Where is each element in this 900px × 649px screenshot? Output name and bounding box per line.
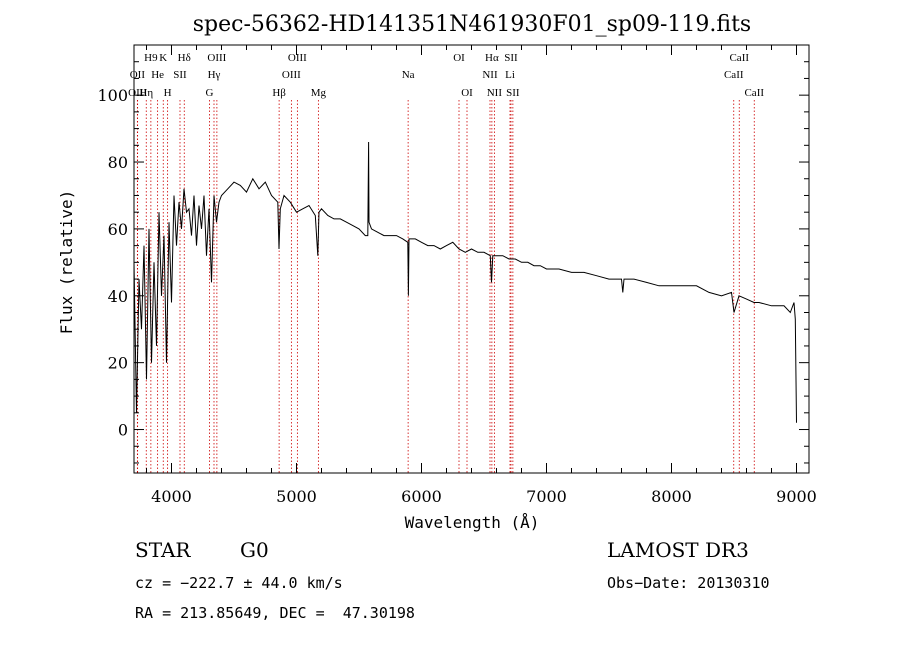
y-tick-label: 40 — [108, 287, 128, 306]
x-tick-label: 4000 — [151, 487, 192, 506]
line-label-He: He — [151, 69, 164, 81]
redshift-cz: cz = −222.7 ± 44.0 km/s — [135, 574, 343, 592]
line-label-OIII-4363: OIII — [207, 52, 226, 64]
line-label-G: G — [206, 87, 214, 99]
x-tick-label: 6000 — [401, 487, 442, 506]
line-label-OIII-5007: OIII — [288, 52, 307, 64]
line-label-Mg: Mg — [311, 87, 327, 99]
line-label-NII-6583: NII — [487, 87, 503, 99]
line-label-K: K — [159, 52, 167, 64]
line-label-CaII-8542: CaII — [729, 52, 749, 64]
spectrum-series — [133, 141, 797, 423]
line-label-SII-6716: SII — [504, 52, 518, 64]
line-label-H9: H9 — [144, 52, 158, 64]
spectrum-chart: spec-56362-HD141351N461930F01_sp09-119.f… — [57, 12, 817, 532]
x-tick-label: 7000 — [526, 487, 567, 506]
y-tick-label: 60 — [108, 220, 128, 239]
y-axis: 0 20 40 60 80 100 — [97, 61, 809, 464]
series-line-spectrum — [133, 141, 797, 423]
line-label-OIII-3727b: OIII — [128, 87, 147, 99]
line-label-CaII-8498: CaII — [724, 69, 744, 81]
x-axis: 4000 5000 6000 7000 8000 9000 — [146, 45, 817, 506]
y-tick-label: 20 — [108, 354, 128, 373]
survey-name: LAMOST DR3 — [607, 538, 749, 562]
line-label-H: H — [164, 87, 172, 99]
observation-date: Obs−Date: 20130310 — [607, 574, 770, 592]
plot-frame — [133, 44, 810, 474]
line-label-SII-6731: SII — [506, 87, 520, 99]
x-tick-label: 8000 — [651, 487, 692, 506]
line-label-OI-6364: OI — [461, 87, 473, 99]
y-tick-label: 80 — [108, 153, 128, 172]
object-class: STAR — [135, 538, 191, 562]
line-label-OI-6300: OI — [453, 52, 465, 64]
y-tick-label: 100 — [97, 86, 128, 105]
line-label-Hdelta: Hδ — [178, 52, 191, 64]
x-tick-label: 9000 — [776, 487, 817, 506]
line-label-Halpha: Hα — [485, 52, 499, 64]
line-label-Hbeta: Hβ — [272, 87, 286, 99]
line-label-Na: Na — [402, 69, 415, 81]
line-label-NII-6548: NII — [482, 69, 498, 81]
line-label-OIII-4959: OIII — [282, 69, 301, 81]
line-label-SII-4068: SII — [173, 69, 187, 81]
line-label-Hgamma: Hγ — [208, 69, 221, 81]
y-axis-label: Flux (relative) — [57, 190, 76, 335]
y-tick-label: 0 — [118, 421, 128, 440]
line-label-CaII-8662: CaII — [744, 87, 764, 99]
line-label-OII-3727: OII — [130, 69, 146, 81]
object-subclass: G0 — [240, 538, 269, 562]
line-label-Li: Li — [505, 69, 515, 81]
x-axis-label: Wavelength (Å) — [405, 513, 540, 532]
chart-title: spec-56362-HD141351N461930F01_sp09-119.f… — [193, 12, 751, 37]
line-label-Heta: Hη — [139, 87, 153, 99]
x-tick-label: 5000 — [276, 487, 317, 506]
coordinates: RA = 213.85649, DEC = 47.30198 — [135, 604, 415, 622]
